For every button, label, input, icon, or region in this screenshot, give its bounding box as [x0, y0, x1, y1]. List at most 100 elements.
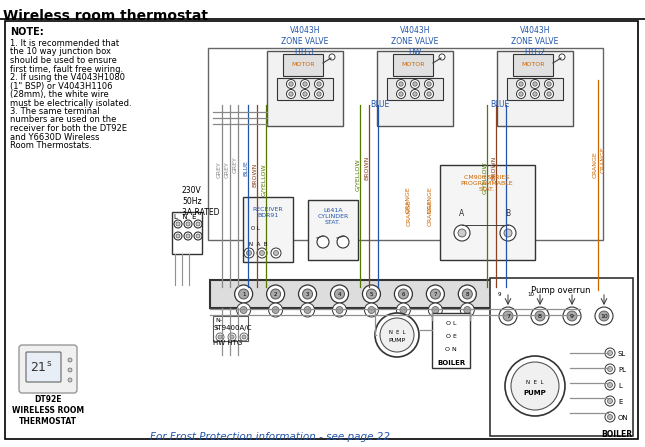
- Circle shape: [595, 307, 613, 325]
- Text: V4043H
ZONE VALVE
HW: V4043H ZONE VALVE HW: [392, 26, 439, 57]
- Circle shape: [333, 303, 346, 317]
- Circle shape: [430, 289, 441, 299]
- Bar: [267, 51, 343, 126]
- Circle shape: [605, 348, 615, 358]
- Circle shape: [230, 335, 234, 339]
- Bar: [208, 48, 603, 240]
- Circle shape: [368, 307, 375, 313]
- Text: Pump overrun: Pump overrun: [531, 286, 591, 295]
- Circle shape: [400, 307, 407, 313]
- Circle shape: [413, 92, 417, 96]
- Bar: [432, 313, 470, 368]
- Circle shape: [176, 234, 180, 238]
- FancyBboxPatch shape: [19, 345, 77, 393]
- Circle shape: [174, 232, 182, 240]
- Circle shape: [500, 225, 516, 241]
- Circle shape: [394, 285, 412, 303]
- Text: 1. It is recommended that: 1. It is recommended that: [10, 39, 119, 48]
- Circle shape: [244, 248, 254, 258]
- Text: 2: 2: [274, 291, 277, 296]
- Circle shape: [535, 311, 545, 321]
- Text: BOILER: BOILER: [437, 360, 465, 366]
- Circle shape: [608, 414, 613, 419]
- Text: L: L: [215, 325, 219, 330]
- Text: 8: 8: [466, 291, 469, 296]
- Text: (28mm), the white wire: (28mm), the white wire: [10, 90, 109, 99]
- Circle shape: [196, 234, 200, 238]
- Text: B: B: [506, 208, 511, 218]
- Circle shape: [304, 307, 311, 313]
- Text: E: E: [618, 399, 622, 405]
- Text: ORANGE: ORANGE: [428, 200, 433, 226]
- Bar: [243, 197, 293, 262]
- Circle shape: [519, 82, 523, 86]
- Circle shape: [216, 333, 224, 341]
- Text: V4043H
ZONE VALVE
HTG1: V4043H ZONE VALVE HTG1: [281, 26, 329, 57]
- Circle shape: [517, 89, 526, 98]
- Circle shape: [399, 82, 403, 86]
- Circle shape: [427, 92, 432, 96]
- Text: (1" BSP) or V4043H1106: (1" BSP) or V4043H1106: [10, 81, 112, 90]
- Text: 3. The same terminal: 3. The same terminal: [10, 107, 99, 116]
- Text: BROWN: BROWN: [364, 156, 369, 180]
- Text: A: A: [459, 208, 464, 218]
- Circle shape: [315, 80, 324, 89]
- Bar: [490, 278, 633, 436]
- Circle shape: [271, 289, 281, 299]
- Text: BROWN: BROWN: [252, 163, 257, 187]
- Text: ORANGE: ORANGE: [406, 187, 410, 213]
- Text: O L: O L: [446, 321, 456, 326]
- Bar: [440, 165, 535, 260]
- Circle shape: [519, 92, 523, 96]
- Text: PUMP: PUMP: [524, 390, 546, 396]
- Text: L: L: [618, 383, 622, 389]
- Circle shape: [68, 368, 72, 372]
- Text: N  E  L: N E L: [389, 329, 405, 334]
- Circle shape: [499, 307, 517, 325]
- Circle shape: [375, 313, 419, 357]
- Circle shape: [605, 380, 615, 390]
- Circle shape: [329, 54, 335, 60]
- Circle shape: [176, 222, 180, 226]
- Circle shape: [432, 307, 439, 313]
- Circle shape: [337, 236, 349, 248]
- Circle shape: [505, 356, 565, 416]
- Text: NOTE:: NOTE:: [10, 27, 44, 37]
- Circle shape: [196, 222, 200, 226]
- Circle shape: [228, 333, 236, 341]
- Circle shape: [504, 229, 512, 237]
- Circle shape: [336, 307, 343, 313]
- Circle shape: [380, 318, 414, 352]
- Circle shape: [533, 82, 537, 86]
- Circle shape: [399, 289, 408, 299]
- Text: ORANGE: ORANGE: [601, 147, 606, 173]
- Text: O N: O N: [445, 347, 457, 352]
- Text: should be used to ensure: should be used to ensure: [10, 56, 117, 65]
- Circle shape: [459, 285, 476, 303]
- Circle shape: [424, 89, 433, 98]
- Text: MOTOR: MOTOR: [521, 63, 545, 67]
- Circle shape: [605, 412, 615, 422]
- Circle shape: [454, 225, 470, 241]
- Text: ON: ON: [618, 415, 629, 421]
- Circle shape: [494, 289, 504, 299]
- Circle shape: [567, 311, 577, 321]
- Bar: [377, 51, 453, 126]
- Circle shape: [271, 248, 281, 258]
- Text: and Y6630D Wireless: and Y6630D Wireless: [10, 132, 99, 142]
- Text: numbers are used on the: numbers are used on the: [10, 115, 116, 125]
- Circle shape: [490, 285, 508, 303]
- Text: PL: PL: [618, 367, 626, 373]
- Circle shape: [605, 396, 615, 406]
- Circle shape: [461, 303, 474, 317]
- Circle shape: [257, 248, 267, 258]
- Circle shape: [524, 303, 538, 317]
- Text: RECEIVER
BDR91: RECEIVER BDR91: [253, 207, 283, 218]
- Text: Wireless room thermostat: Wireless room thermostat: [3, 9, 208, 23]
- Text: 7: 7: [506, 313, 510, 319]
- Text: MOTOR: MOTOR: [292, 63, 315, 67]
- Text: Room Thermostats.: Room Thermostats.: [10, 141, 92, 150]
- Circle shape: [273, 250, 279, 256]
- Text: 6: 6: [402, 291, 405, 296]
- Circle shape: [68, 358, 72, 362]
